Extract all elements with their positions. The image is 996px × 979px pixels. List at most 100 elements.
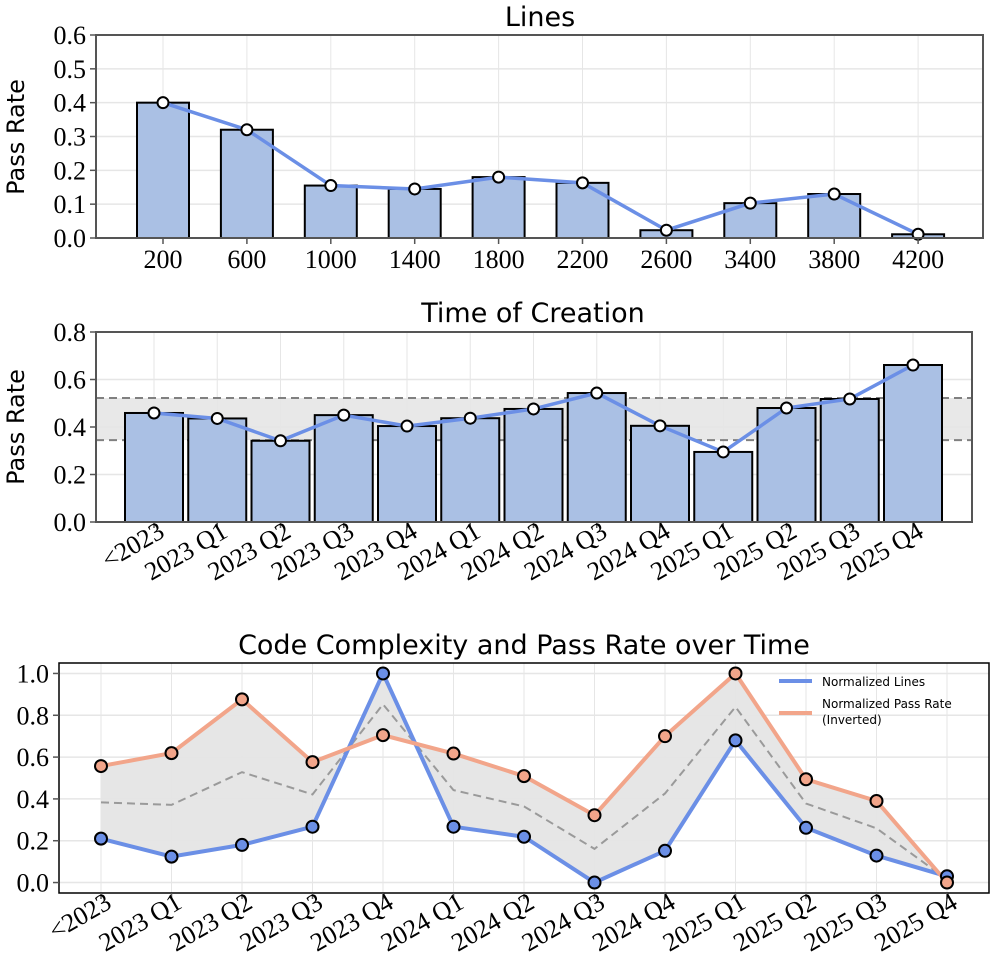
data-point-normalized-pass-rate <box>658 729 672 744</box>
y-tick-label: 0.2 <box>54 461 87 490</box>
legend: Normalized Lines Normalized Pass Rate (I… <box>779 675 952 727</box>
trend-line <box>162 101 919 236</box>
data-point <box>590 386 604 400</box>
y-tick-label: 0.1 <box>54 190 87 219</box>
data-point <box>527 402 540 416</box>
bar <box>187 417 248 524</box>
data-point <box>156 96 170 110</box>
data-point-normalized-pass-rate <box>305 755 320 770</box>
data-point <box>827 187 841 201</box>
bar <box>387 187 442 239</box>
data-point <box>274 434 287 448</box>
bar <box>566 392 627 523</box>
legend-label-inverted: (Inverted) <box>822 713 882 727</box>
data-point <box>400 419 414 433</box>
bar <box>303 184 358 239</box>
data-point-normalized-pass-rate <box>446 746 461 761</box>
data-point <box>659 223 673 237</box>
panel-2-ylabel: Pass Rate <box>2 369 30 485</box>
bar <box>503 407 564 524</box>
panel-time-of-creation: Time of Creation Pass Rate 0.0 0.2 0.4 0.6 0… <box>2 298 973 586</box>
bar <box>693 450 754 523</box>
y-tick-label: 0.0 <box>54 508 87 537</box>
x-tick-label: 1800 <box>473 245 525 274</box>
x-tick-label: 1400 <box>389 245 441 274</box>
bar <box>124 411 184 523</box>
data-point <box>653 419 667 433</box>
data-point-normalized-pass-rate <box>235 692 249 707</box>
y-tick-label: 0.5 <box>54 55 87 84</box>
data-point-normalized-lines <box>728 733 743 748</box>
y-tick-label: 0.6 <box>54 21 87 50</box>
panel-1-axes: 0.0 0.1 0.2 0.3 0.4 0.5 0.6 200 600 1000 1400 1800 2… <box>54 21 984 274</box>
x-tick-label: 4200 <box>892 245 944 274</box>
data-point <box>743 196 757 210</box>
panel-complexity-over-time: Code Complexity and Pass Rate over Time … <box>17 630 990 957</box>
data-point-normalized-pass-rate <box>587 808 602 823</box>
panel-lines: Lines Pass Rate 0.0 0.1 0.2 0.3 0.4 0.5 0.6 200… <box>2 2 984 274</box>
y-tick-label: 0.3 <box>54 123 87 152</box>
bar <box>807 193 862 239</box>
y-tick-label: 0.2 <box>54 156 87 185</box>
x-tick-label: 2600 <box>640 245 692 274</box>
data-point <box>210 411 224 425</box>
bar <box>819 397 880 524</box>
data-point-normalized-lines <box>869 848 884 863</box>
data-point-normalized-lines <box>658 843 672 858</box>
data-point <box>324 179 338 193</box>
data-point <box>906 358 920 372</box>
data-point <box>408 182 422 196</box>
panel-1-ylabel: Pass Rate <box>2 79 30 195</box>
bar <box>136 101 190 239</box>
y-tick-label: 0.0 <box>17 869 50 898</box>
data-point-normalized-pass-rate <box>869 794 884 808</box>
data-point <box>780 401 793 415</box>
data-point-normalized-pass-rate <box>940 875 954 890</box>
panel-3-title: Code Complexity and Pass Rate over Time <box>238 630 810 661</box>
data-point <box>716 445 730 459</box>
x-tick-label: 600 <box>227 245 266 274</box>
x-tick-label: 2025 Q4 <box>869 887 962 957</box>
x-tick-label: 2200 <box>557 245 609 274</box>
data-point-normalized-lines <box>94 831 108 846</box>
data-point-normalized-pass-rate <box>94 759 108 774</box>
data-point-normalized-lines <box>517 829 531 844</box>
data-point-normalized-pass-rate <box>164 746 179 761</box>
x-tick-label: 1000 <box>305 245 357 274</box>
data-point-normalized-pass-rate <box>728 666 743 681</box>
data-point-normalized-lines <box>376 666 390 681</box>
data-point <box>843 392 857 406</box>
panel-2-bars <box>124 364 943 524</box>
y-tick-label: 0.4 <box>17 785 50 814</box>
bar <box>883 364 943 524</box>
panel-3-series <box>94 666 954 890</box>
data-point <box>463 411 477 425</box>
y-tick-label: 1.0 <box>17 659 50 688</box>
mean-dashed-line <box>100 702 948 881</box>
y-tick-label: 0.8 <box>54 318 87 347</box>
data-point-normalized-lines <box>799 820 813 835</box>
y-tick-label: 0.0 <box>54 224 87 253</box>
y-tick-label: 0.4 <box>54 413 87 442</box>
data-point <box>576 176 589 190</box>
data-point <box>492 170 506 184</box>
data-point-normalized-lines <box>164 849 179 864</box>
bar <box>219 128 274 240</box>
y-tick-label: 0.2 <box>17 827 50 856</box>
y-tick-label: 0.6 <box>54 366 87 395</box>
y-tick-label: 0.8 <box>17 701 50 730</box>
x-tick-label: 200 <box>144 245 183 274</box>
panel-3-mean-line <box>100 702 948 881</box>
data-point <box>147 406 161 420</box>
data-point-normalized-lines <box>235 837 249 852</box>
data-point-normalized-lines <box>446 819 461 834</box>
bar <box>756 407 817 523</box>
data-point <box>337 408 351 422</box>
data-point-normalized-pass-rate <box>376 728 390 743</box>
legend-label-normalized-pass-rate: Normalized Pass Rate <box>822 697 952 711</box>
data-point-normalized-pass-rate <box>517 769 531 784</box>
data-point-normalized-lines <box>305 819 320 834</box>
bar <box>377 425 437 523</box>
data-point-normalized-lines <box>587 875 602 890</box>
